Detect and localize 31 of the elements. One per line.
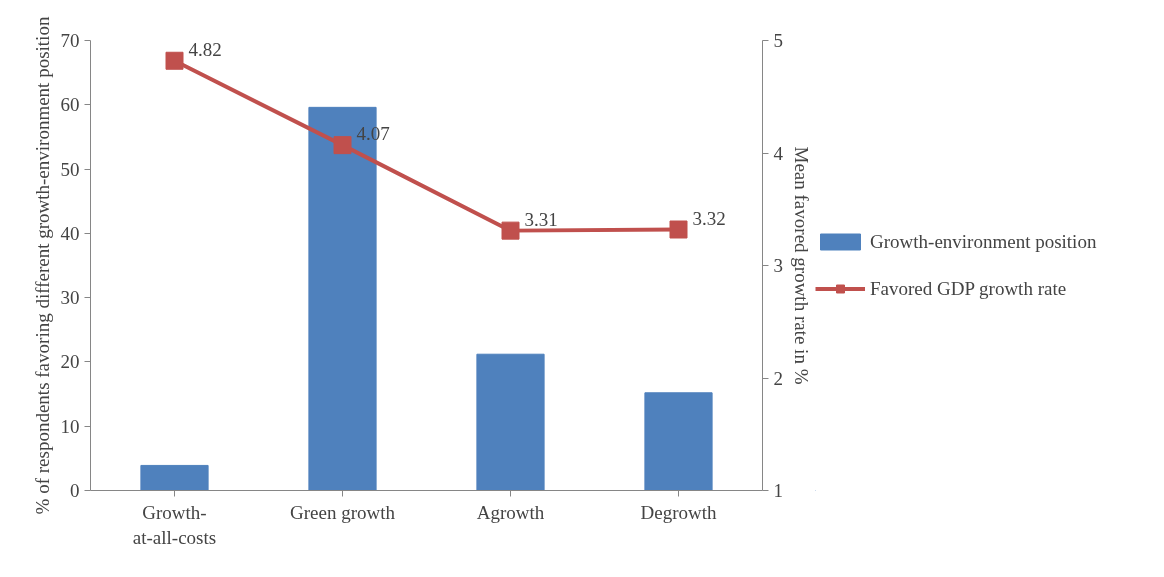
x-tick-label: Agrowth [476, 501, 545, 523]
point [501, 221, 520, 240]
data-label: 3.31 [524, 208, 558, 230]
x-tick-label: Green growth [290, 501, 396, 523]
data-label: 3.32 [692, 207, 726, 229]
data-label: 4.82 [188, 38, 222, 60]
y-tick-label: 0 [70, 480, 80, 501]
bar [140, 464, 209, 491]
y-tick-label: 20 [60, 351, 80, 373]
y2-tick-label: 1 [773, 480, 783, 501]
bar [476, 353, 545, 491]
y-tick-label: 10 [60, 415, 80, 437]
y-axis-title: % of respondents favoring different growth-environment position [31, 16, 53, 515]
y-tick-label: 50 [60, 158, 80, 180]
y2-tick-label: 2 [773, 367, 783, 389]
legend-label: Growth-environment position [870, 230, 1097, 253]
y2-tick-label: 3 [773, 255, 783, 276]
point [669, 220, 688, 239]
point [165, 51, 184, 70]
y-tick-label: 70 [60, 30, 80, 51]
bar [644, 392, 713, 491]
y-tick-label: 60 [60, 94, 80, 116]
y2-tick-label: 4 [773, 142, 784, 164]
y-tick-label: 40 [60, 222, 80, 244]
x-tick-label: Degrowth [640, 501, 717, 523]
y2-tick-label: 5 [773, 30, 783, 51]
x-tick-label: Growth-at-all-costs [132, 501, 217, 548]
point [333, 136, 352, 155]
y-tick-label: 30 [60, 287, 80, 309]
y2-axis-title: Mean favored growth rate in % [791, 146, 812, 385]
legend-label: Favored GDP growth rate [870, 277, 1067, 300]
